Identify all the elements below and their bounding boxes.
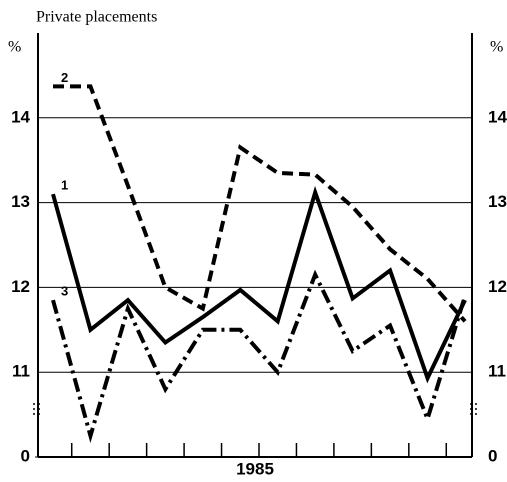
line-series <box>51 185 467 384</box>
line-series <box>53 84 467 323</box>
series-label: 1 <box>61 178 68 193</box>
y-tick-label: 0 <box>21 446 30 465</box>
y-tick-label: 14 <box>11 107 30 126</box>
y-tick-label: 13 <box>11 192 30 211</box>
line-series <box>51 269 467 444</box>
y-tick-label: 12 <box>11 277 30 296</box>
y-unit-left: % <box>8 39 21 56</box>
chart-title: Private placements <box>36 9 157 26</box>
series-label: 3 <box>61 284 68 299</box>
y-tick-label: 11 <box>12 362 30 381</box>
y-tick-label-right: 11 <box>488 362 506 381</box>
series-label: 2 <box>61 70 68 85</box>
y-tick-label-right: 13 <box>488 192 507 211</box>
x-label: 1985 <box>236 459 274 478</box>
y-tick-label-right: 14 <box>488 107 507 126</box>
y-unit-right: % <box>490 39 503 56</box>
y-tick-label-right: 12 <box>488 277 507 296</box>
y-tick-label-right: 0 <box>488 446 497 465</box>
